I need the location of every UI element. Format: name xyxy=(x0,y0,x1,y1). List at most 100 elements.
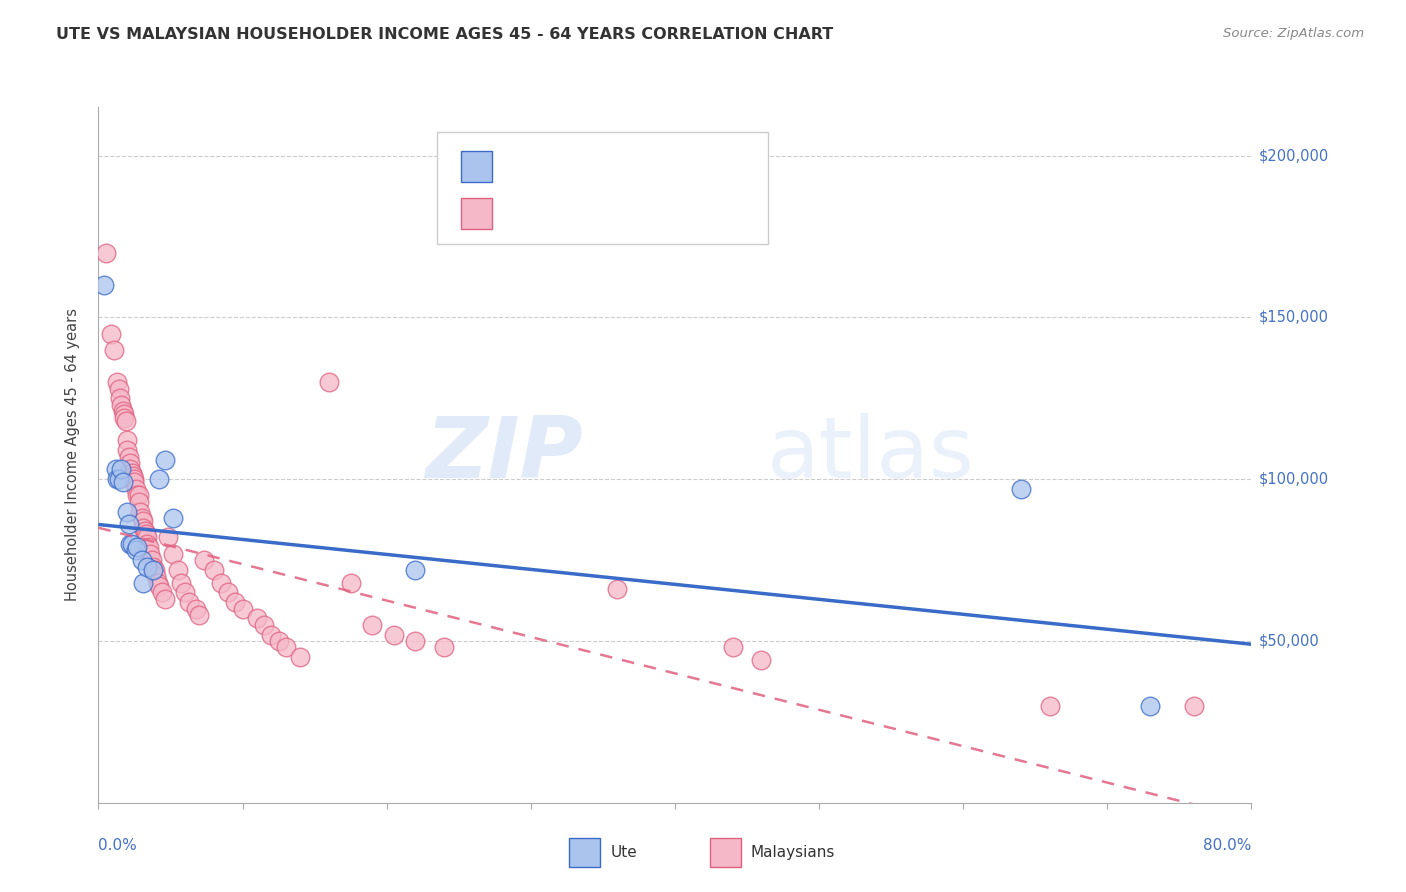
Point xyxy=(141,553,163,567)
Point xyxy=(117,443,138,458)
Point xyxy=(193,553,215,567)
Text: 22: 22 xyxy=(617,159,640,174)
Text: 74: 74 xyxy=(617,206,640,221)
Point xyxy=(117,434,138,448)
Point xyxy=(174,585,197,599)
Point xyxy=(93,278,115,293)
Point xyxy=(120,537,142,551)
Point xyxy=(186,601,208,615)
Point xyxy=(224,595,246,609)
Text: UTE VS MALAYSIAN HOUSEHOLDER INCOME AGES 45 - 64 YEARS CORRELATION CHART: UTE VS MALAYSIAN HOUSEHOLDER INCOME AGES… xyxy=(56,27,834,42)
Point xyxy=(118,517,141,532)
Point xyxy=(1182,698,1205,713)
Point xyxy=(267,634,290,648)
Point xyxy=(721,640,744,655)
Point xyxy=(1139,698,1161,713)
Point xyxy=(127,540,149,554)
Y-axis label: Householder Income Ages 45 - 64 years: Householder Income Ages 45 - 64 years xyxy=(65,309,80,601)
Point xyxy=(405,563,427,577)
Text: 0.0%: 0.0% xyxy=(98,838,138,854)
Point xyxy=(751,653,773,667)
Point xyxy=(209,575,232,590)
Point xyxy=(405,634,427,648)
Point xyxy=(433,640,456,655)
Point xyxy=(166,563,188,577)
Point xyxy=(112,410,135,425)
Point xyxy=(145,569,167,583)
Point xyxy=(136,559,159,574)
Text: -0.468: -0.468 xyxy=(533,159,591,174)
Point xyxy=(606,582,628,597)
Point xyxy=(112,408,135,422)
Text: atlas: atlas xyxy=(768,413,976,497)
Point xyxy=(142,559,165,574)
Point xyxy=(132,521,155,535)
Point xyxy=(131,511,153,525)
Text: ZIP: ZIP xyxy=(425,413,582,497)
Point xyxy=(142,563,165,577)
Point xyxy=(124,472,146,486)
Text: Malaysians: Malaysians xyxy=(751,846,835,860)
Point xyxy=(153,591,176,606)
Point xyxy=(318,375,340,389)
Point xyxy=(253,617,276,632)
Point xyxy=(110,462,132,476)
Point xyxy=(114,414,136,428)
Point xyxy=(125,482,148,496)
Text: N =: N = xyxy=(583,159,630,174)
Point xyxy=(153,452,176,467)
Point xyxy=(143,563,166,577)
Point xyxy=(179,595,201,609)
Point xyxy=(107,382,129,396)
Point xyxy=(156,531,179,545)
Point xyxy=(361,617,384,632)
Point xyxy=(132,575,155,590)
Point xyxy=(134,524,156,538)
Point xyxy=(246,611,269,625)
Point xyxy=(162,547,184,561)
Point xyxy=(169,575,191,590)
Point xyxy=(1010,482,1032,496)
Point xyxy=(124,475,146,490)
Point xyxy=(108,392,131,406)
Point xyxy=(132,514,155,528)
Point xyxy=(100,326,122,341)
Point xyxy=(107,472,129,486)
Text: -0.216: -0.216 xyxy=(533,206,591,221)
Point xyxy=(150,585,173,599)
Point xyxy=(120,456,142,470)
Point xyxy=(105,472,128,486)
Text: Source: ZipAtlas.com: Source: ZipAtlas.com xyxy=(1223,27,1364,40)
Point xyxy=(129,504,152,518)
Point xyxy=(128,488,150,502)
Point xyxy=(117,504,138,518)
Point xyxy=(382,627,405,641)
Point xyxy=(136,531,159,545)
Text: Ute: Ute xyxy=(610,846,637,860)
Point xyxy=(121,537,143,551)
Text: R =: R = xyxy=(502,206,537,221)
Text: 80.0%: 80.0% xyxy=(1204,838,1251,854)
Point xyxy=(217,585,239,599)
Text: R =: R = xyxy=(502,159,537,174)
Point xyxy=(260,627,283,641)
Point xyxy=(148,579,170,593)
Point xyxy=(104,462,127,476)
Point xyxy=(138,540,160,554)
Point xyxy=(118,450,141,464)
Point xyxy=(121,466,143,480)
Point xyxy=(127,488,149,502)
Point xyxy=(128,495,150,509)
Point xyxy=(1038,698,1062,713)
Point xyxy=(103,343,125,357)
Text: $200,000: $200,000 xyxy=(1258,148,1329,163)
Point xyxy=(146,575,169,590)
Point xyxy=(136,537,159,551)
Text: $100,000: $100,000 xyxy=(1258,472,1329,487)
Point xyxy=(231,601,254,615)
Point xyxy=(162,511,184,525)
Point xyxy=(110,398,132,412)
Point xyxy=(290,650,312,665)
Point xyxy=(111,475,134,490)
Point xyxy=(120,462,142,476)
